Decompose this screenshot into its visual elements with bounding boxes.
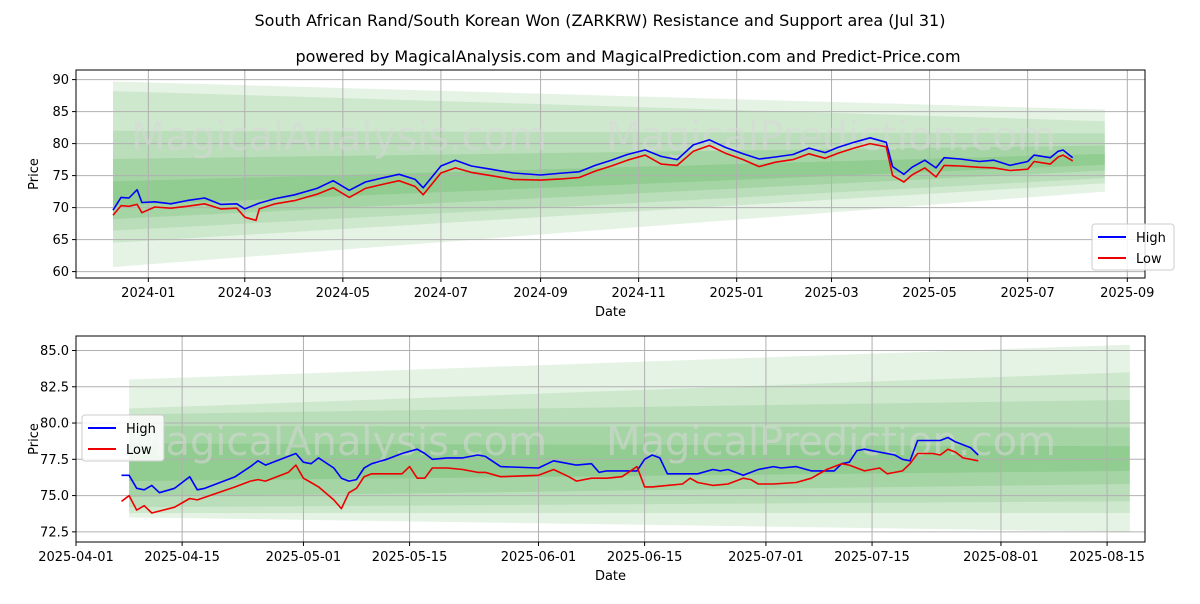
- y-tick-label: 85.0: [40, 344, 69, 359]
- y-tick-label: 80: [52, 137, 69, 152]
- legend-label: Low: [1136, 252, 1162, 267]
- chart-subtitle: powered by MagicalAnalysis.com and Magic…: [295, 47, 960, 66]
- legend: High Low: [1091, 223, 1175, 271]
- x-tick-label: 2025-07-15: [834, 550, 910, 565]
- y-axis-label: Price: [27, 423, 42, 455]
- y-tick-label: 80.0: [40, 417, 69, 432]
- band-layer-3: [129, 425, 1130, 498]
- x-tick-label: 2025-05-15: [372, 550, 448, 565]
- x-tick-label: 2025-06-01: [501, 550, 577, 565]
- plot-frame: [75, 335, 1146, 543]
- x-tick-label: 2025-07-01: [728, 550, 804, 565]
- watermark-prediction: MagicalPrediction.com: [606, 419, 1056, 465]
- x-tick-label: 2025-01: [710, 286, 764, 301]
- x-tick-label: 2025-04-01: [38, 550, 114, 565]
- band-layer-0: [112, 81, 1105, 268]
- x-tick-label: 2025-05: [902, 286, 956, 301]
- y-tick-label: 60: [52, 265, 69, 280]
- band-layer-4: [112, 153, 1105, 206]
- series-line-high: [112, 137, 1074, 211]
- plot-area: [76, 70, 1145, 278]
- watermark-prediction: MagicalPrediction.com: [606, 114, 1056, 160]
- y-tick-label: 75.0: [40, 489, 69, 504]
- y-tick-label: 85: [52, 105, 69, 120]
- series-line-high: [121, 436, 979, 494]
- watermark-analysis: MagicalAnalysis.com: [131, 114, 547, 160]
- band-layer-2: [129, 399, 1130, 508]
- legend-label: High: [1136, 231, 1166, 246]
- x-tick-label: 2024-03: [218, 286, 272, 301]
- x-axis-label: Date: [595, 305, 626, 320]
- x-tick-label: 2025-07: [1000, 286, 1054, 301]
- x-tick-label: 2025-08-15: [1069, 550, 1145, 565]
- y-tick-label: 65: [52, 233, 69, 248]
- y-tick-label: 90: [52, 73, 69, 88]
- legend: High Low: [81, 414, 165, 462]
- x-tick-label: 2024-09: [513, 286, 567, 301]
- x-tick-label: 2025-08-01: [963, 550, 1039, 565]
- y-tick-label: 70: [52, 201, 69, 216]
- x-tick-label: 2025-03: [804, 286, 858, 301]
- x-axis-label: Date: [595, 569, 626, 584]
- legend-label: High: [126, 422, 156, 437]
- band-layer-2: [112, 130, 1105, 231]
- x-tick-label: 2025-06-15: [607, 550, 683, 565]
- band-layer-0: [129, 344, 1130, 532]
- series-line-low: [121, 448, 979, 514]
- y-axis-label: Price: [27, 158, 42, 190]
- chart-title: South African Rand/South Korean Won (ZAR…: [255, 11, 946, 30]
- legend-label: Low: [126, 443, 152, 458]
- x-tick-label: 2025-04-15: [144, 550, 220, 565]
- x-tick-label: 2024-07: [414, 286, 468, 301]
- bottom-panel: 2025-04-01 2025-04-15 2025-05-01 2025-05-15…: [27, 335, 1146, 584]
- y-tick-label: 82.5: [40, 380, 69, 395]
- band-layer-1: [129, 372, 1130, 513]
- y-tick-label: 77.5: [40, 453, 69, 468]
- plot-area: [76, 336, 1145, 542]
- y-tick-label: 72.5: [40, 525, 69, 540]
- x-tick-label: 2024-05: [316, 286, 370, 301]
- watermark-analysis: MagicalAnalysis.com: [131, 419, 547, 465]
- x-tick-label: 2025-05-01: [266, 550, 342, 565]
- x-tick-label: 2024-11: [611, 286, 665, 301]
- y-tick-label: 75: [52, 169, 69, 184]
- top-panel: 2024-01 2024-03 2024-05 2024-07 2024-09 2024-…: [27, 69, 1175, 320]
- band-layer-3: [112, 145, 1105, 220]
- series-line-low: [112, 142, 1074, 222]
- x-tick-label: 2025-09: [1100, 286, 1154, 301]
- plot-frame: [75, 69, 1146, 279]
- x-tick-label: 2024-01: [121, 286, 175, 301]
